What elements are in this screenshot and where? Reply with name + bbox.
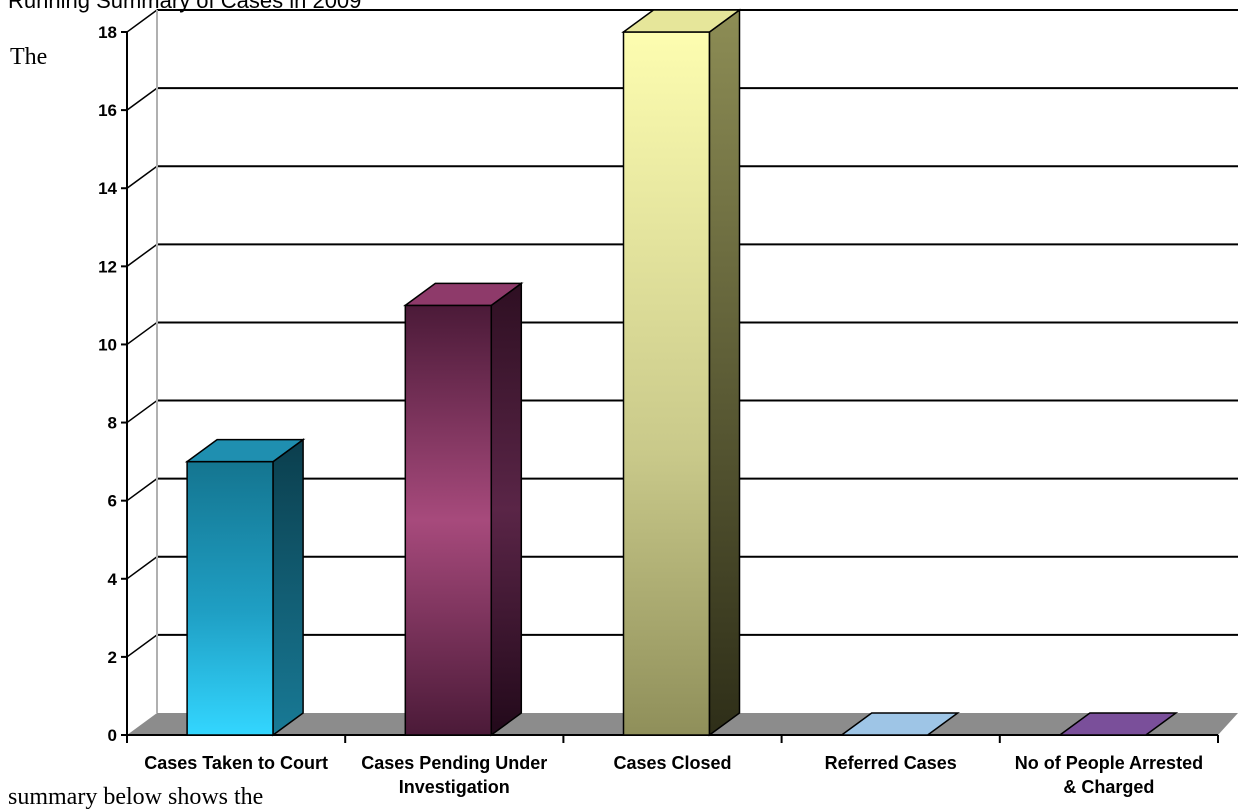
- bar-top: [839, 712, 960, 736]
- bar-side: [708, 8, 741, 737]
- x-category-label: Cases Pending Under: [361, 753, 547, 773]
- x-category-label: Referred Cases: [825, 753, 957, 773]
- y-tick-label: 12: [98, 257, 117, 276]
- x-category-label: & Charged: [1063, 777, 1154, 797]
- gridline-side: [126, 165, 158, 189]
- bar-side: [490, 281, 523, 737]
- bar-top: [184, 438, 306, 463]
- bar-top: [621, 9, 742, 33]
- bar: [839, 712, 960, 736]
- x-category-label: Investigation: [399, 777, 510, 797]
- bar: [184, 438, 306, 737]
- y-tick-label: 14: [98, 179, 117, 198]
- bar-front: [186, 460, 274, 736]
- body-text-fragment: The: [10, 44, 48, 70]
- bar-top: [403, 282, 524, 307]
- bar-front: [404, 304, 493, 736]
- y-tick-label: 4: [108, 570, 118, 589]
- y-tick-label: 8: [108, 414, 117, 433]
- y-tick-label: 2: [108, 648, 117, 667]
- bar: [1057, 712, 1179, 736]
- gridline-side: [126, 556, 158, 580]
- gridline-side: [126, 243, 158, 267]
- bar-front: [622, 31, 711, 736]
- x-category-label: Cases Taken to Court: [144, 753, 328, 773]
- gridline-side: [126, 87, 158, 111]
- gridline-side: [126, 399, 158, 424]
- gridline-side: [126, 321, 158, 346]
- y-tick-label: 6: [108, 492, 117, 511]
- bar: [621, 8, 742, 737]
- bar-side: [272, 438, 304, 737]
- gridline-side: [126, 9, 158, 33]
- x-category-label: Cases Closed: [613, 753, 731, 773]
- y-tick-label: 18: [98, 23, 117, 42]
- bar-top: [1057, 712, 1179, 736]
- y-tick-label: 0: [108, 726, 117, 745]
- y-tick-label: 10: [98, 335, 117, 354]
- bar: [403, 281, 524, 737]
- gridline-side: [126, 634, 158, 658]
- x-category-label: No of People Arrested: [1015, 753, 1203, 773]
- y-tick-label: 16: [98, 101, 117, 120]
- gridline-side: [126, 478, 158, 502]
